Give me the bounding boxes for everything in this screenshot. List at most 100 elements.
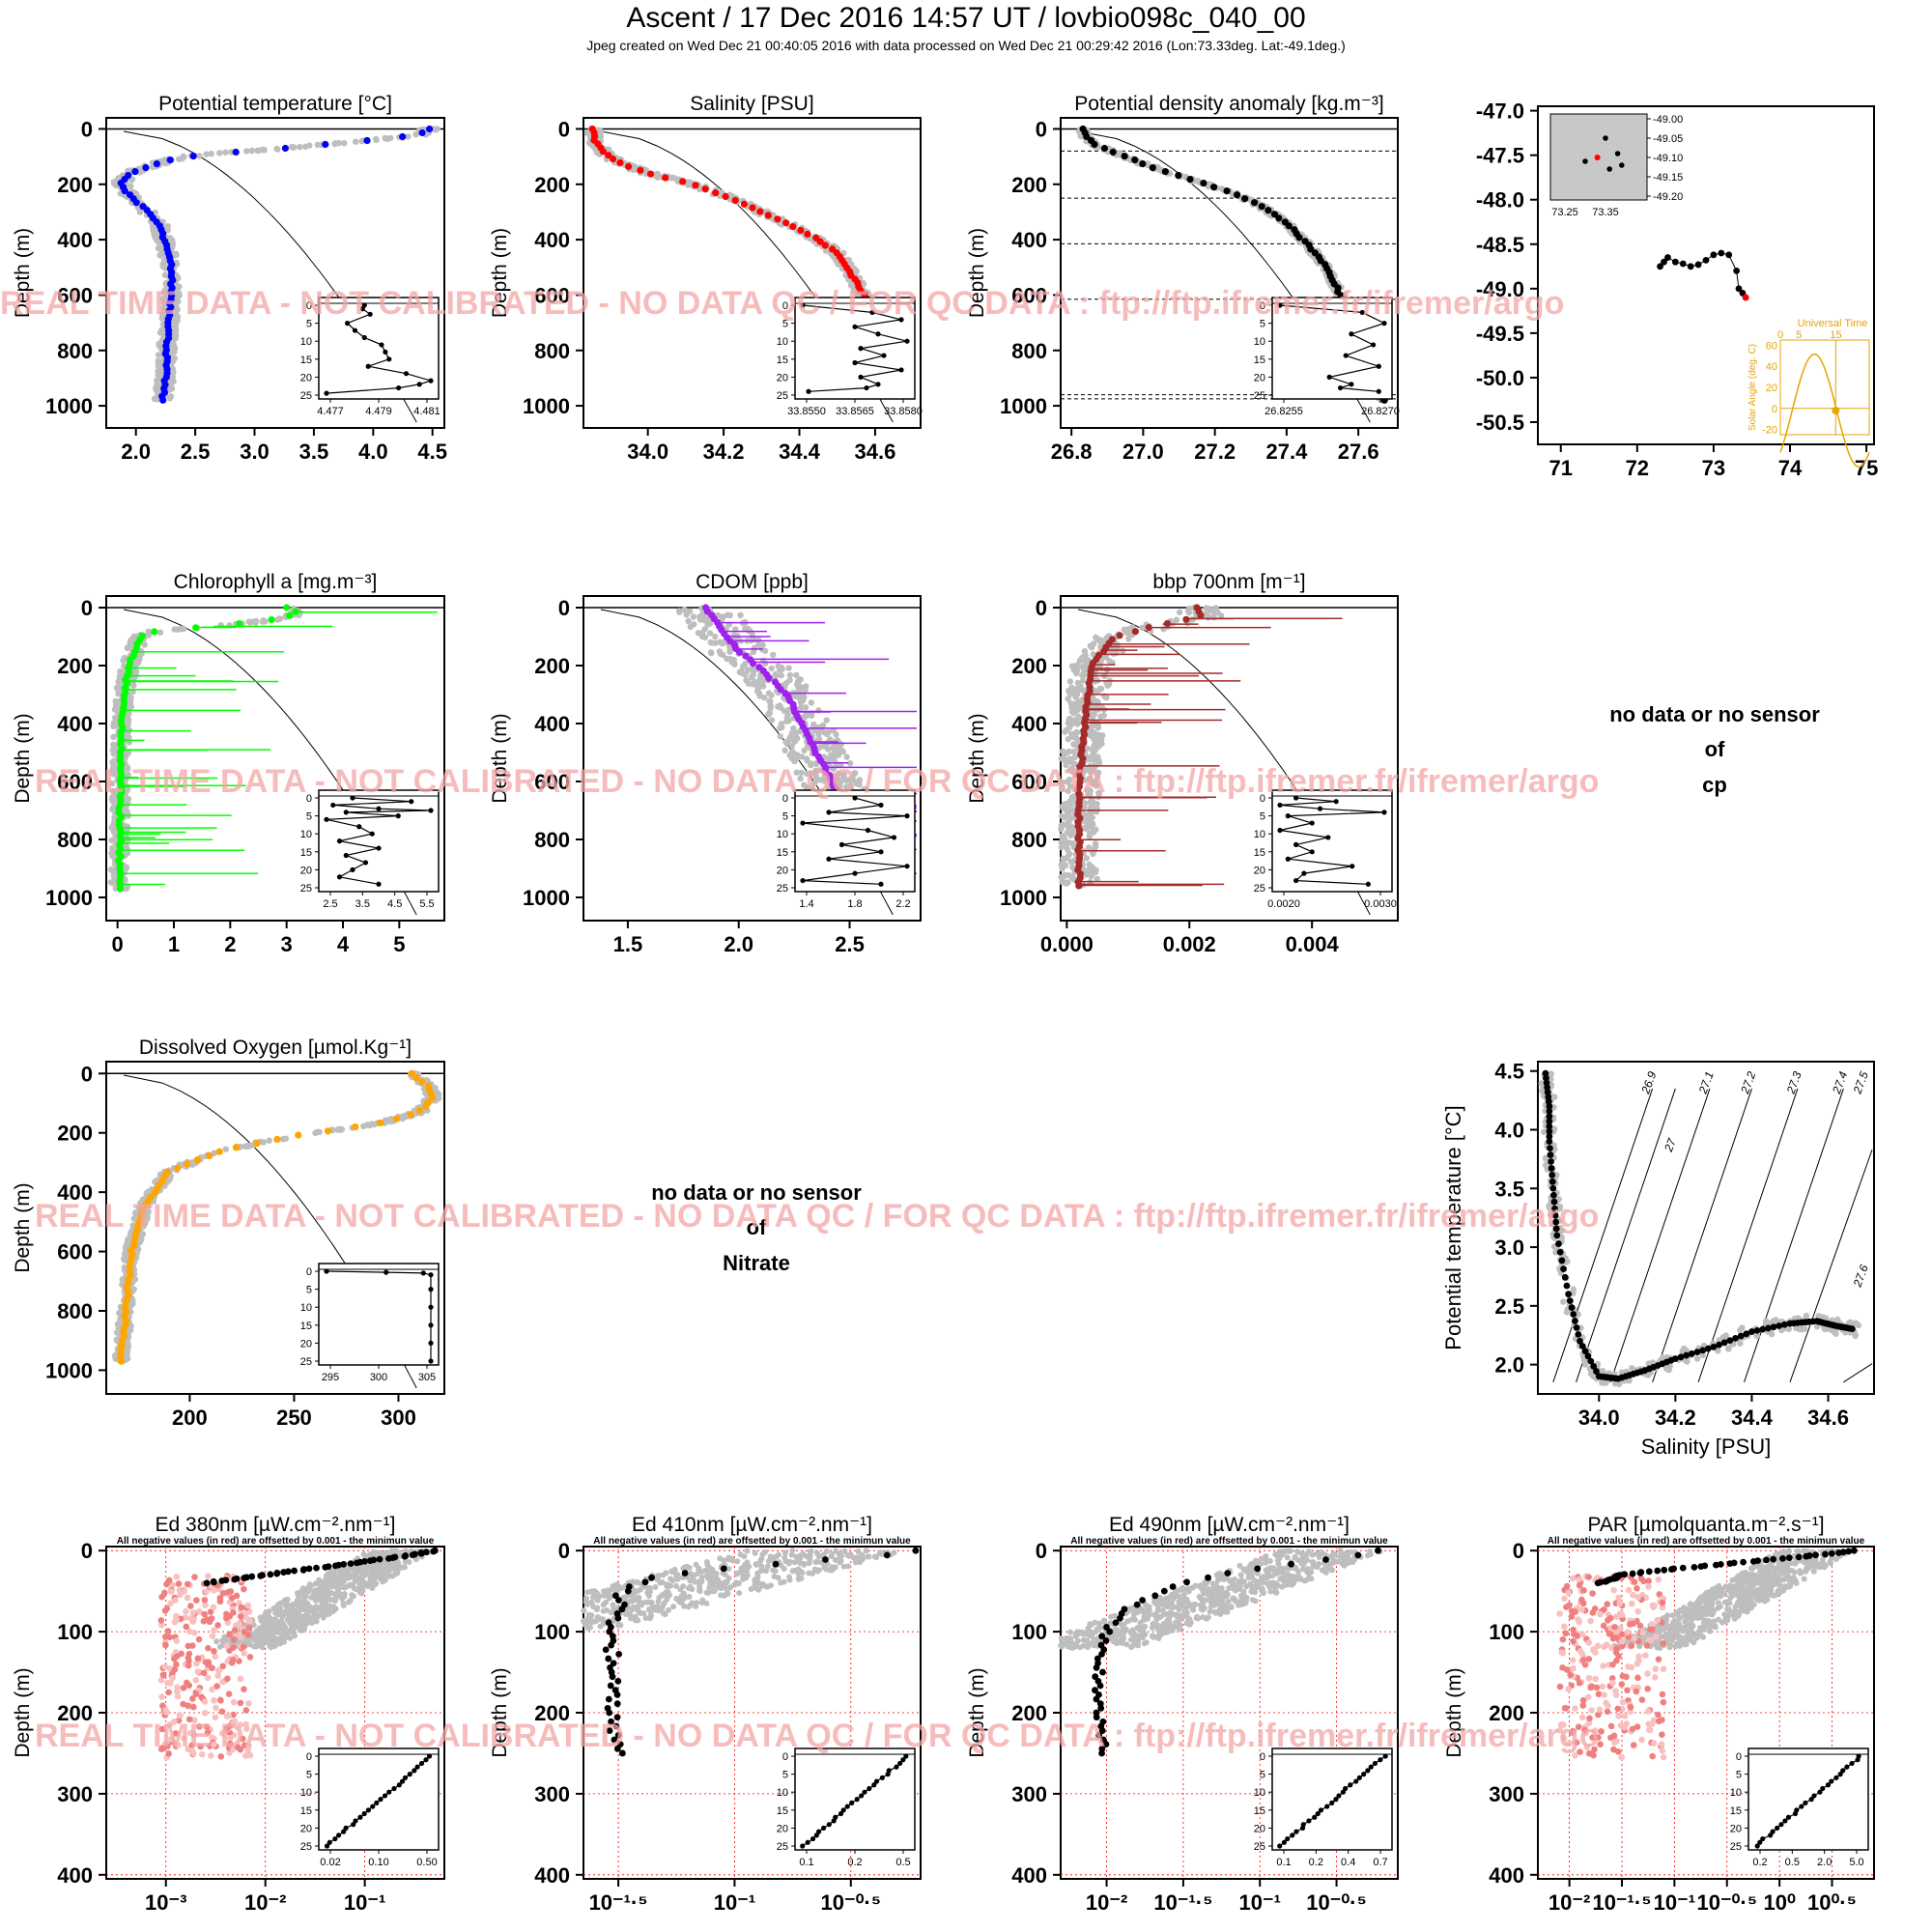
temp-inset-ytick-label: 10 (300, 336, 312, 348)
ts-isopycnal-label: 27.6 (1850, 1263, 1871, 1290)
temp-ytick-label: 400 (57, 228, 93, 252)
sal-profile-point (789, 223, 797, 231)
chla-history-point (125, 719, 131, 725)
ts-ytick-label: 3.0 (1494, 1236, 1524, 1260)
chla-history-point (128, 703, 135, 710)
temp-inset-point (324, 390, 329, 396)
sal-inset-point (864, 384, 869, 391)
dens-profile-point (1264, 207, 1272, 214)
cdom-history-point (778, 721, 785, 727)
chla-inset-ytick-label: 15 (300, 847, 312, 859)
oxy-inset-ytick-label: 20 (300, 1338, 312, 1350)
bbp-history-point (1210, 614, 1217, 621)
bbp-xtick-label: 0.004 (1286, 932, 1340, 956)
chla-xtick-label: 0 (112, 932, 124, 956)
cdom-history-point (761, 695, 768, 701)
map-xtick-label: 74 (1778, 456, 1803, 480)
bbp-ytick-label: 0 (1036, 596, 1047, 620)
cdom-profile-point (736, 648, 744, 656)
temp-history-point (128, 183, 134, 189)
ts-isopycnal (1552, 1088, 1654, 1383)
cdom-history-point (831, 756, 838, 763)
bbp-history-point (1106, 658, 1113, 665)
sun-inset (1779, 339, 1870, 436)
cdom-inset-point (878, 881, 884, 887)
temp-history-point (169, 237, 176, 243)
ts-isopycnal-label: 27.2 (1738, 1069, 1759, 1096)
cdom-history-point (759, 641, 766, 648)
temp-xtick-label: 4.0 (358, 440, 388, 464)
temp-inset-point (403, 371, 410, 377)
cdom-history-point (712, 633, 719, 640)
sal-profile-point (797, 226, 805, 235)
temp-history-point (208, 150, 214, 157)
cdom-history-point (742, 661, 749, 668)
cdom-inset-point (865, 827, 871, 834)
temp-xtick-label: 2.5 (181, 440, 211, 464)
cdom-history-point (773, 672, 780, 679)
temp-ytick-label: 0 (81, 117, 93, 141)
temp-inset-xtick-label: 4.479 (365, 406, 392, 417)
bbp-inset-xtick-label: 0.0030 (1364, 898, 1397, 910)
sal-inset-point (881, 353, 887, 358)
bbp-history-point (1064, 749, 1071, 756)
sal-profile-point (740, 200, 749, 208)
panels: 2.0 2.5 3.0 3.5 4.0 4.502004006008001000Poten… (12, 93, 1878, 1915)
ts-xtick-label: 34.2 (1655, 1406, 1696, 1430)
temp-history-point (172, 307, 179, 315)
bbp-inset-point (1365, 881, 1371, 887)
cdom-history-point (821, 729, 828, 736)
temp-history-point (136, 209, 144, 215)
dens-ytick-label: 200 (1011, 173, 1047, 197)
dens-ytick-label: 400 (1011, 228, 1047, 252)
dens-xtick-label: 27.2 (1194, 440, 1236, 464)
temp-history-point (248, 147, 255, 155)
oxy-ytick-label: 1000 (45, 1358, 93, 1382)
oxy-ytick-label: 200 (57, 1122, 93, 1146)
oxy-profile-point (117, 1357, 125, 1365)
bbp-title: bbp 700nm [m⁻¹] (1152, 571, 1305, 593)
dens-xtick-label: 26.8 (1051, 440, 1093, 464)
ts-isopycnal-label: 27.3 (1783, 1069, 1804, 1096)
chla-history-point (252, 617, 260, 625)
temp-history-point (297, 144, 303, 151)
temp-history-point (161, 156, 168, 163)
chla-history-point (174, 626, 182, 633)
temp-history-point (150, 227, 156, 234)
cdom-history-point (823, 717, 830, 724)
dens-profile-point (1175, 172, 1182, 180)
bbp-inset-point (1285, 856, 1291, 862)
ts-isopycnal-label: 26.9 (1638, 1069, 1660, 1096)
ts-isopycnal-label: 27.1 (1695, 1069, 1716, 1096)
cdom-history-point (788, 754, 795, 762)
cdom-history-point (790, 724, 797, 732)
oxy-profile-point (232, 1144, 240, 1151)
chla-profile-point (286, 611, 294, 619)
oxy-inset-point (428, 1340, 434, 1346)
oxy-inset-ytick-label: 5 (306, 1285, 312, 1296)
temp-ytick-label: 600 (57, 283, 93, 307)
cdom-history-point (781, 747, 788, 753)
chla-inset-ytick-label: 10 (300, 829, 312, 840)
map-current-point (1742, 294, 1749, 301)
cdom-history-point (785, 665, 792, 671)
cdom-history-point (720, 651, 726, 659)
dens-inset-point (1326, 374, 1332, 380)
cdom-history-point (768, 717, 776, 724)
dens-profile-point (1109, 148, 1117, 156)
bbp-inset-point (1293, 841, 1299, 847)
dens-inset-ytick-label: 15 (1254, 355, 1265, 366)
bbp-inset-ytick-label: 15 (1254, 847, 1265, 859)
cdom-history-point (765, 690, 773, 696)
chla-xtick-label: 5 (393, 932, 405, 956)
temp-history-point (203, 151, 210, 157)
sal-profile-point (637, 166, 644, 174)
temp-ytick-label: 200 (57, 173, 93, 197)
cdom-history-point (730, 657, 737, 664)
oxy-profile-point (174, 1164, 182, 1172)
temp-history-point (171, 326, 178, 332)
bbp-ytick-label: 800 (1011, 828, 1047, 852)
temp-history-point (161, 271, 169, 278)
bbp-inset-ytick-label: 20 (1254, 865, 1265, 876)
